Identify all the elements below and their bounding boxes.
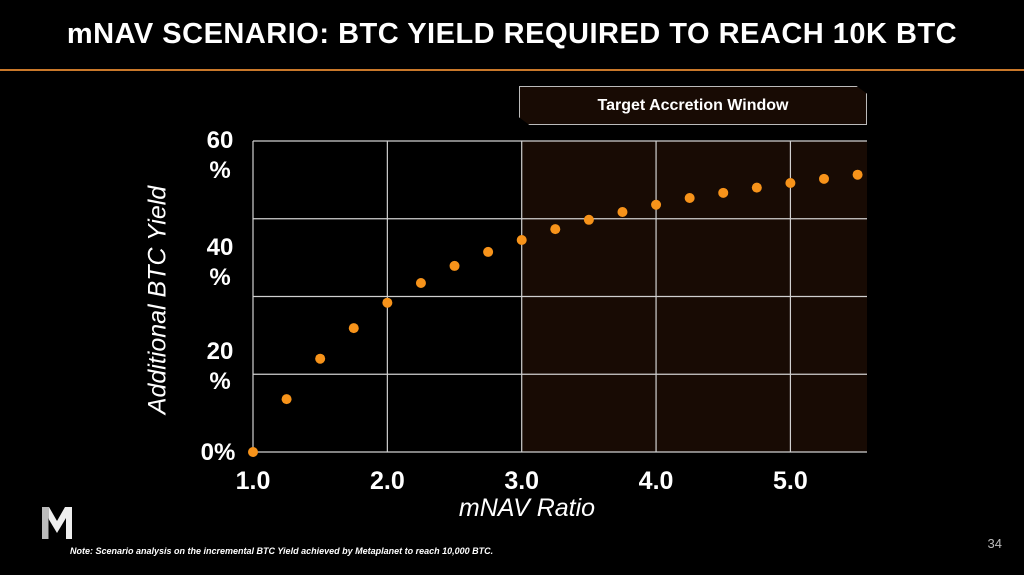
x-tick-label: 2.0: [370, 467, 405, 495]
data-point: [651, 199, 662, 210]
data-point: [516, 235, 527, 246]
data-point: [483, 246, 494, 257]
data-point: [449, 260, 460, 271]
footnote: Note: Scenario analysis on the increment…: [70, 546, 494, 556]
x-tick-label: 1.0: [236, 467, 271, 495]
y-axis-label: Additional BTC Yield: [143, 185, 172, 415]
data-point: [617, 207, 628, 218]
data-point: [281, 394, 292, 405]
x-axis-label: mNAV Ratio: [458, 494, 596, 522]
data-point: [315, 353, 326, 364]
x-tick-label: 5.0: [773, 467, 808, 495]
y-tick-label-40: 40 %: [206, 234, 234, 291]
page-title: mNAV SCENARIO: BTC YIELD REQUIRED TO REA…: [66, 18, 958, 50]
target-accretion-window-label: Target Accretion Window: [519, 86, 867, 125]
x-tick-label: 3.0: [504, 467, 539, 495]
y-tick-label-0: 0%: [200, 439, 236, 466]
data-point: [819, 173, 830, 184]
metaplanet-logo: [42, 507, 72, 544]
title-divider: [0, 69, 1024, 71]
y-tick-label-60: 60 %: [206, 127, 234, 184]
y-tick-label-20: 20 %: [206, 338, 234, 395]
data-point: [550, 224, 561, 235]
data-point: [852, 169, 863, 180]
data-point: [684, 193, 695, 204]
data-point: [248, 447, 258, 457]
data-point: [583, 214, 594, 225]
data-point: [348, 323, 359, 334]
data-point: [785, 177, 796, 188]
x-tick-label: 4.0: [639, 467, 674, 495]
data-point: [751, 182, 762, 193]
data-point: [415, 278, 426, 289]
page-number: 34: [987, 536, 1002, 551]
data-point: [382, 297, 393, 308]
data-point: [718, 187, 729, 198]
